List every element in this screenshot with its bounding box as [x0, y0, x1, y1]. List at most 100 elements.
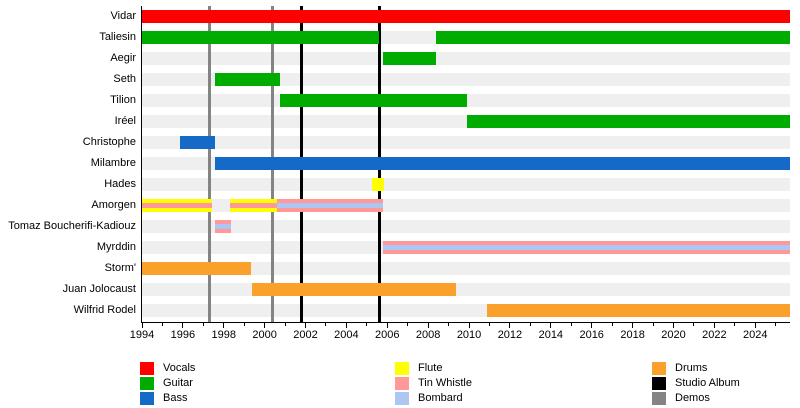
x-axis-minor-tick [611, 323, 613, 326]
x-axis-major-tick [754, 323, 756, 328]
member-label-storm-: Storm' [104, 262, 136, 274]
bar-stripe-flute [142, 199, 212, 203]
x-axis-tick-label: 2012 [497, 329, 523, 341]
x-axis-minor-tick [775, 323, 777, 326]
x-axis-tick-label: 2004 [334, 329, 359, 341]
x-axis-minor-tick [284, 323, 286, 326]
member-label-hades: Hades [104, 178, 136, 190]
member-label-wilfrid-rodel: Wilfrid Rodel [73, 304, 136, 316]
bar-stripe-tin-whistle [276, 199, 384, 203]
x-axis-minor-tick [407, 323, 409, 326]
x-axis-major-tick [264, 323, 266, 328]
legend-label-bass: Bass [163, 392, 188, 404]
x-axis-tick-label: 1996 [170, 329, 196, 341]
x-axis-minor-tick [529, 323, 531, 326]
bar-stripe-bombard [214, 224, 231, 229]
timeline-bar-tilion [279, 94, 467, 107]
timeline-bar-amorgen [229, 199, 277, 212]
timeline-bar-juan-jolocaust [252, 283, 456, 296]
timeline-bar-christophe [179, 136, 215, 149]
bar-stripe-flute [229, 199, 277, 203]
x-axis-major-tick [591, 323, 593, 328]
timeline-bar-wilfrid-rodel [487, 304, 790, 317]
legend-swatch-demos [652, 392, 666, 405]
timeline-bar-milambre [214, 157, 790, 170]
row-background [142, 136, 790, 149]
bar-stripe-tin-whistle [142, 203, 212, 208]
member-label-christophe: Christophe [82, 136, 136, 148]
row-background [142, 178, 790, 191]
bar-stripe-flute [142, 208, 212, 212]
timeline-bar-taliesin [142, 31, 380, 44]
x-axis-major-tick [223, 323, 225, 328]
x-axis-major-tick [182, 323, 184, 328]
x-axis-major-tick [386, 323, 388, 328]
timeline-bar-seth [214, 73, 280, 86]
x-axis-major-tick [468, 323, 470, 328]
x-axis-tick-label: 2000 [252, 329, 277, 341]
legend-swatch-bombard [395, 392, 409, 405]
legend-swatch-flute [395, 362, 409, 375]
legend-swatch-guitar [140, 377, 154, 390]
member-label-amorgen: Amorgen [91, 199, 136, 211]
member-label-vidar: Vidar [110, 10, 136, 22]
timeline-bar-aegir [383, 52, 437, 65]
x-axis-minor-tick [202, 323, 204, 326]
timeline-bar-tomaz-boucherifi-kadiouz [214, 220, 231, 233]
legend-label-demos: Demos [675, 392, 710, 404]
bar-stripe-tin-whistle [214, 220, 231, 224]
x-axis-minor-tick [325, 323, 327, 326]
row-background [142, 73, 790, 86]
timeline-bar-ir-el [467, 115, 790, 128]
bar-stripe-bombard [276, 203, 384, 208]
x-axis-major-tick [672, 323, 674, 328]
x-axis-tick-label: 2010 [456, 329, 482, 341]
row-background [142, 283, 790, 296]
row-background [142, 52, 790, 65]
bar-stripe-tin-whistle [383, 250, 790, 254]
x-axis-tick-label: 2006 [375, 329, 400, 341]
x-axis-tick-label: 2016 [579, 329, 604, 341]
x-axis-tick-label: 2002 [293, 329, 318, 341]
legend-swatch-bass [140, 392, 154, 405]
legend-label-bombard: Bombard [418, 392, 463, 404]
x-axis-minor-tick [693, 323, 695, 326]
legend-label-vocals: Vocals [163, 362, 196, 374]
timeline-bar-hades [371, 178, 385, 191]
member-label-aegir: Aegir [110, 52, 136, 64]
member-label-juan-jolocaust: Juan Jolocaust [62, 283, 136, 295]
x-axis-minor-tick [734, 323, 736, 326]
row-background [142, 262, 790, 275]
legend-swatch-vocals [140, 362, 154, 375]
x-axis-tick-label: 2020 [661, 329, 686, 341]
event-line-demos [207, 6, 211, 322]
x-axis-minor-tick [570, 323, 572, 326]
x-axis-tick-label: 2008 [415, 329, 441, 341]
member-label-taliesin: Taliesin [99, 31, 136, 43]
bar-stripe-tin-whistle [214, 229, 231, 233]
legend-swatch-drums [652, 362, 666, 375]
x-axis-tick-label: 2018 [620, 329, 645, 341]
bar-stripe-flute [229, 208, 277, 212]
bar-stripe-tin-whistle [383, 241, 790, 245]
x-axis-tick-label: 2014 [538, 329, 564, 341]
timeline-bar-myrddin [383, 241, 790, 254]
legend-label-guitar: Guitar [163, 377, 193, 389]
x-axis-major-tick [141, 323, 143, 328]
x-axis-minor-tick [243, 323, 245, 326]
legend-swatch-tin-whistle [395, 377, 409, 390]
x-axis-major-tick [550, 323, 552, 328]
x-axis-major-tick [632, 323, 634, 328]
x-axis-major-tick [509, 323, 511, 328]
row-background [142, 220, 790, 233]
x-axis-minor-tick [366, 323, 368, 326]
x-axis-tick-label: 2022 [702, 329, 727, 341]
bar-stripe-tin-whistle [276, 208, 384, 212]
x-axis-minor-tick [652, 323, 654, 326]
timeline-bar-amorgen [142, 199, 212, 212]
x-axis-line [141, 322, 790, 323]
x-axis-major-tick [345, 323, 347, 328]
bar-stripe-tin-whistle [229, 203, 277, 208]
timeline-bar-vidar [142, 10, 790, 23]
